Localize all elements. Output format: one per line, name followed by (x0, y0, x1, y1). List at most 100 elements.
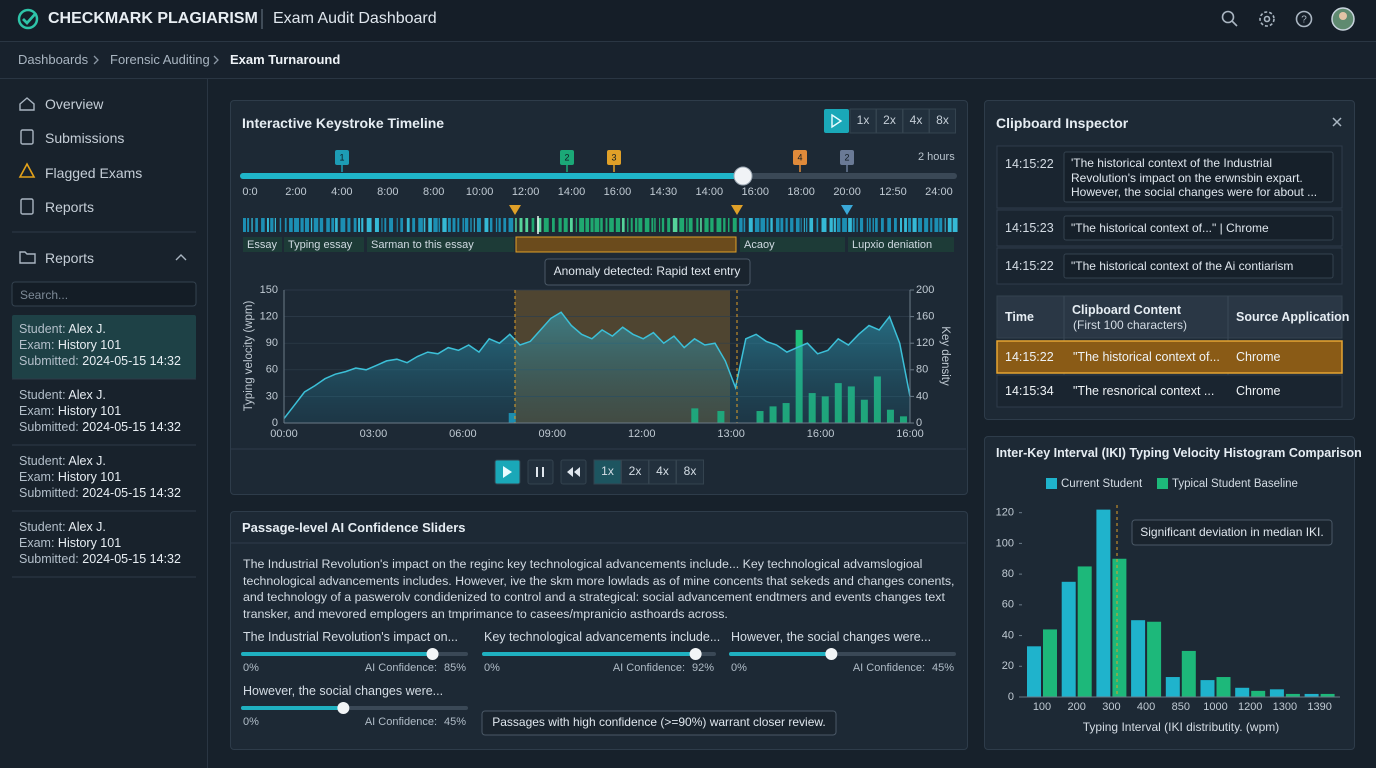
histogram-panel (984, 436, 1355, 750)
y-tick-label: 0 (1008, 691, 1014, 703)
timeline-panel (230, 100, 968, 495)
tooltip-text: Anomaly detected: Rapid text entry (554, 264, 741, 278)
speed-button[interactable] (902, 108, 930, 134)
scrub-knob[interactable] (733, 166, 753, 186)
student-submitted[interactable]: Submitted: 2024-05-15 14:32 (19, 420, 181, 434)
nav-item[interactable]: Reports (45, 199, 95, 215)
table-row[interactable] (996, 374, 1343, 408)
x-tick-label: 1000 (1203, 701, 1227, 713)
student-student[interactable]: Student: Alex J. (19, 454, 106, 468)
play-button[interactable] (824, 109, 849, 133)
time-tick-label: 10:00 (466, 186, 494, 198)
search-placeholder: Search... (20, 288, 69, 302)
student-exam[interactable]: Exam: History 101 (19, 404, 121, 418)
table-cell: 14:15:34 (1005, 384, 1054, 398)
slider-knob[interactable] (825, 648, 838, 660)
help-icon[interactable] (1295, 10, 1313, 28)
y-tick-label: 120 (996, 507, 1014, 519)
nav-item[interactable]: Overview (45, 96, 104, 112)
playback-button[interactable] (560, 459, 587, 485)
keystroke-tick (727, 218, 730, 232)
section-title: Reports (45, 250, 95, 266)
student-student[interactable]: Student: Alex J. (19, 520, 106, 534)
speed-label: 4x (656, 464, 669, 478)
x-tick-label: 1200 (1238, 701, 1262, 713)
breadcrumb-item[interactable]: Forensic Auditing (110, 52, 210, 67)
velocity-area (284, 312, 910, 423)
rewind-icon (567, 467, 580, 477)
time-tick-label: 16:00 (741, 186, 769, 198)
slider-min: 0% (243, 662, 259, 674)
histogram-bar (1181, 650, 1196, 697)
keystroke-tick (803, 218, 805, 232)
tooltip-text: Passages with high confidence (>=90%) wa… (492, 715, 826, 729)
keystroke-tick (805, 218, 808, 232)
segment-label: Acaoy (744, 239, 775, 251)
slider-knob[interactable] (426, 648, 439, 660)
marker (607, 150, 621, 165)
x-tick-label: 09:00 (539, 428, 567, 440)
student-student[interactable]: Student: Alex J. (19, 322, 106, 336)
keystroke-tick (600, 218, 603, 232)
keystroke-tick (255, 218, 258, 232)
keystroke-tick (457, 218, 460, 232)
time-tick-label: 2:00 (285, 186, 306, 198)
passage-panel (230, 511, 968, 750)
slider-knob[interactable] (689, 648, 702, 660)
student-student[interactable]: Student: Alex J. (19, 388, 106, 402)
time-tick-label: 18:00 (787, 186, 815, 198)
keystroke-tick (924, 218, 929, 232)
x-tick-label: 16:00 (896, 428, 924, 440)
breadcrumb-item[interactable]: Dashboards (18, 52, 89, 67)
keystroke-tick (609, 218, 614, 232)
keystroke-tick (829, 218, 833, 232)
keystroke-tick (627, 218, 629, 232)
student-exam[interactable]: Exam: History 101 (19, 470, 121, 484)
table-row[interactable] (996, 340, 1343, 374)
slider-knob[interactable] (337, 702, 350, 714)
marker-label: 4 (797, 152, 802, 162)
keystroke-tick (381, 218, 383, 232)
keystroke-tick (452, 218, 456, 232)
entry-time: 14:15:22 (1005, 259, 1054, 273)
student-submitted[interactable]: Submitted: 2024-05-15 14:32 (19, 486, 181, 500)
student-submitted[interactable]: Submitted: 2024-05-15 14:32 (19, 552, 181, 566)
search-box[interactable] (11, 281, 197, 307)
speed-button[interactable] (876, 108, 903, 134)
keystroke-tick (464, 218, 469, 232)
nav-item[interactable]: Flagged Exams (45, 165, 143, 181)
keystroke-tick (654, 218, 656, 232)
speed-button[interactable] (621, 459, 649, 485)
speed-label: 4x (910, 113, 923, 127)
playback-button[interactable] (527, 459, 554, 485)
entry-time: 14:15:22 (1005, 157, 1054, 171)
settings-icon[interactable] (1259, 11, 1275, 27)
speed-button[interactable] (849, 108, 877, 134)
slider-min: 0% (243, 716, 259, 728)
keystroke-tick (428, 218, 432, 232)
keystroke-tick (585, 218, 590, 232)
keystroke-tick (748, 218, 753, 232)
tooltip (544, 258, 751, 286)
field-label: Exam: (19, 536, 55, 550)
y2-tick-label: 40 (916, 390, 928, 402)
speed-button[interactable] (929, 108, 956, 134)
keystroke-tick (918, 218, 922, 232)
speed-button[interactable] (676, 459, 704, 485)
x-tick-label: 300 (1102, 701, 1120, 713)
keystroke-tick (947, 218, 952, 232)
student-submitted[interactable]: Submitted: 2024-05-15 14:32 (19, 354, 181, 368)
field-label: Submitted: (19, 486, 79, 500)
keystroke-tick (630, 218, 633, 232)
student-exam[interactable]: Exam: History 101 (19, 536, 121, 550)
keystroke-tick (842, 218, 847, 232)
table-header-cell: Time (1005, 310, 1034, 324)
student-exam[interactable]: Exam: History 101 (19, 338, 121, 352)
keystroke-tick (594, 218, 600, 232)
segment-label: Typing essay (288, 239, 353, 251)
keystroke-tick (261, 218, 265, 232)
keystroke-tick (635, 218, 638, 232)
search-icon[interactable] (1221, 10, 1235, 24)
y-tick-label: 90 (266, 337, 278, 349)
nav-item[interactable]: Submissions (45, 130, 125, 146)
